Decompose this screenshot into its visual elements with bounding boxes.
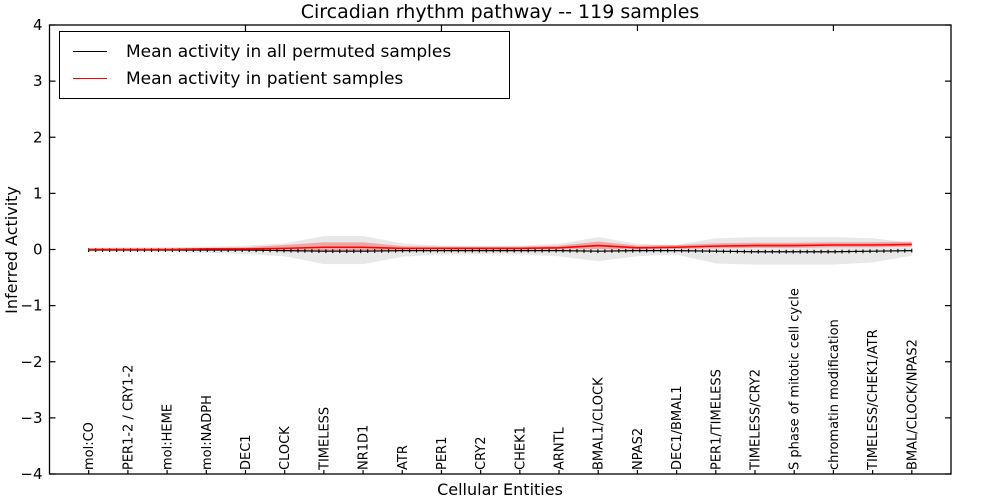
x-tick-label: ATR: [396, 445, 411, 470]
legend-entry-permuted: Mean activity in all permuted samples: [73, 38, 509, 65]
x-tick-label: NR1D1: [357, 425, 372, 470]
x-tick-label: BMAL/CLOCK/NPAS2: [905, 339, 920, 470]
series-band-1: [88, 241, 912, 252]
x-tick-label: ARNTL: [553, 426, 568, 470]
x-tick-label: CRY2: [474, 437, 489, 471]
series-line-1: [88, 243, 912, 251]
x-tick-label: PER1: [435, 437, 450, 470]
x-tick-label: PER1-2 / CRY1-2: [121, 365, 136, 470]
y-tick-label: 2: [33, 128, 43, 146]
x-axis-label: Cellular Entities: [437, 480, 563, 499]
y-tick-label: 0: [33, 241, 43, 259]
x-tick-label: mol:CO: [82, 422, 97, 470]
x-tick-label: DEC1: [239, 434, 254, 470]
y-tick-label: 4: [33, 16, 43, 34]
x-tick-label: S phase of mitotic cell cycle: [788, 288, 803, 470]
series-line-0: [88, 249, 912, 253]
legend: Mean activity in all permuted samples Me…: [59, 31, 510, 99]
x-tick-label: BMAL1/CLOCK: [592, 377, 607, 470]
y-tick-label: −2: [20, 353, 42, 371]
x-tick-label: TIMELESS: [317, 407, 332, 471]
x-tick-label: TIMELESS/CRY2: [749, 369, 764, 471]
x-tick-label: mol:HEME: [161, 404, 176, 470]
x-tick-label: CLOCK: [278, 426, 293, 470]
x-tick-label: NPAS2: [631, 428, 646, 470]
x-tick-label: PER1/TIMELESS: [709, 369, 724, 470]
legend-label-patient: Mean activity in patient samples: [126, 68, 404, 89]
x-tick-label: chromatin modification: [827, 319, 842, 470]
y-tick-label: −4: [20, 465, 42, 483]
patient-line-swatch: [73, 78, 107, 79]
x-tick-label: mol:NADPH: [200, 395, 215, 470]
y-tick-label: −3: [20, 409, 42, 427]
x-tick-label: CHEK1: [513, 426, 528, 470]
legend-label-permuted: Mean activity in all permuted samples: [126, 41, 452, 62]
x-tick-label: DEC1/BMAL1: [670, 386, 685, 471]
y-tick-label: 1: [33, 184, 43, 202]
y-tick-label: 3: [33, 72, 43, 90]
chart-title: Circadian rhythm pathway -- 119 samples: [300, 1, 700, 23]
y-tick-label: −1: [20, 297, 42, 315]
x-tick-label: TIMELESS/CHEK1/ATR: [866, 329, 881, 471]
permuted-line-swatch: [73, 51, 107, 52]
legend-entry-patient: Mean activity in patient samples: [73, 65, 509, 92]
